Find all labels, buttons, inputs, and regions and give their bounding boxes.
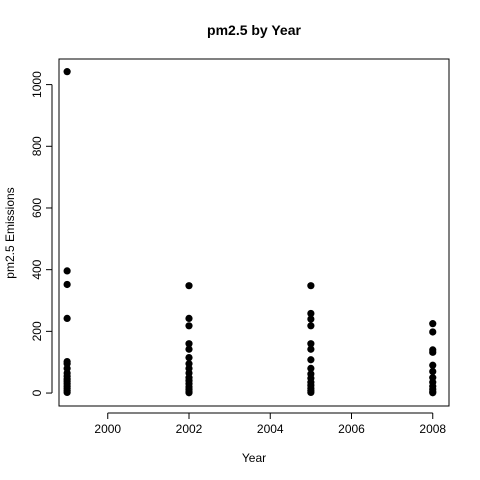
data-point xyxy=(429,320,437,328)
data-point xyxy=(63,314,71,323)
data-point xyxy=(307,315,315,323)
data-point xyxy=(307,345,315,353)
data-point xyxy=(63,68,71,76)
data-point xyxy=(307,340,315,348)
data-point xyxy=(63,280,71,289)
data-point xyxy=(63,267,71,275)
data-point xyxy=(185,389,193,397)
x-tick-label: 2008 xyxy=(419,422,446,436)
data-point xyxy=(185,314,193,323)
x-tick-label: 2006 xyxy=(338,422,365,436)
x-tick-label: 2000 xyxy=(94,422,121,436)
data-point xyxy=(185,353,193,362)
data-point xyxy=(307,356,315,364)
y-tick-label: 1000 xyxy=(30,71,44,98)
data-point xyxy=(429,361,437,369)
data-point xyxy=(307,322,315,330)
data-point xyxy=(185,345,193,353)
data-point xyxy=(307,309,315,318)
y-tick-label: 200 xyxy=(30,321,44,341)
y-axis-label: pm2.5 Emissions xyxy=(3,187,17,278)
y-axis: 0 200 400 600 800 1000 xyxy=(30,71,53,396)
y-tick-label: 400 xyxy=(30,259,44,279)
y-tick-label: 600 xyxy=(30,198,44,218)
data-point xyxy=(185,322,193,330)
x-tick-label: 2002 xyxy=(176,422,203,436)
data-points xyxy=(63,68,437,397)
x-axis: 2000 2002 2004 2006 2008 xyxy=(94,412,446,436)
data-point xyxy=(307,388,315,397)
data-point xyxy=(429,367,437,376)
data-point xyxy=(185,282,193,290)
data-point xyxy=(429,348,437,356)
plot-frame xyxy=(58,58,450,407)
x-tick-label: 2004 xyxy=(257,422,284,436)
data-point xyxy=(307,364,315,372)
chart-title: pm2.5 by Year xyxy=(207,22,301,38)
data-point xyxy=(185,340,193,348)
data-point xyxy=(307,282,315,290)
y-tick-label: 800 xyxy=(30,136,44,156)
y-tick-label: 0 xyxy=(30,389,44,396)
x-axis-label: Year xyxy=(242,451,266,465)
data-point xyxy=(429,328,437,336)
data-point xyxy=(429,389,437,397)
data-point xyxy=(63,388,71,397)
